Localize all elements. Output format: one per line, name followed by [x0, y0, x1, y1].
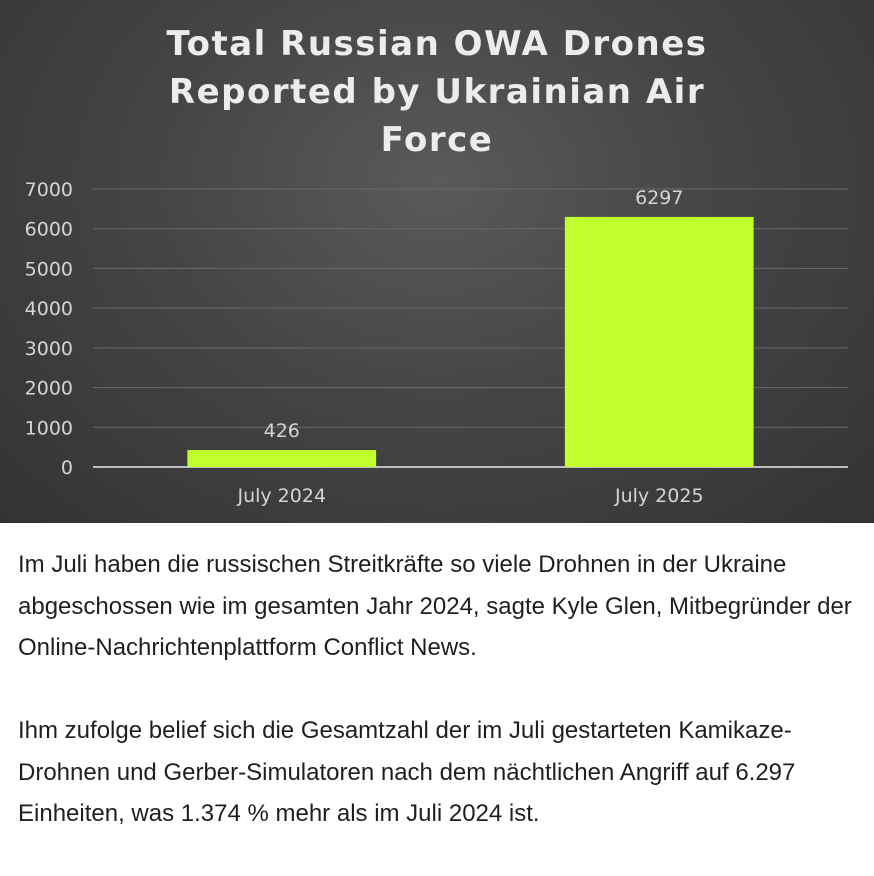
y-tick-label: 2000: [25, 378, 73, 400]
y-tick-label: 4000: [25, 298, 73, 320]
bar: [187, 450, 377, 467]
article-body: Im Juli haben die russischen Streitkräft…: [18, 544, 863, 876]
chart-title-line-3: Force: [380, 120, 494, 160]
article-paragraph: Im Juli haben die russischen Streitkräft…: [18, 551, 852, 661]
bar-chart: 0 1000 2000 3000 4000 5000 6000 7000 426 July 202…: [25, 179, 848, 507]
y-tick-label: 6000: [25, 219, 73, 241]
y-tick-label: 7000: [25, 179, 73, 201]
chart-title-line-2: Reported by Ukrainian Air: [168, 72, 706, 112]
y-tick-label: 5000: [25, 258, 73, 280]
y-tick-label: 1000: [25, 417, 73, 439]
y-tick-label: 0: [61, 457, 73, 479]
bar: [564, 216, 754, 467]
x-tick-label: July 2025: [614, 485, 704, 507]
x-tick-label: July 2024: [236, 485, 326, 507]
chart-title: Total Russian OWA Drones Reported by Ukr…: [0, 20, 874, 164]
data-label: 426: [264, 420, 300, 442]
data-label: 6297: [635, 187, 683, 209]
chart-panel: Total Russian OWA Drones Reported by Ukr…: [0, 0, 874, 523]
article-paragraph: Ihm zufolge belief sich die Gesamtzahl d…: [18, 717, 796, 827]
y-tick-label: 3000: [25, 338, 73, 360]
chart-title-line-1: Total Russian OWA Drones: [166, 24, 708, 64]
